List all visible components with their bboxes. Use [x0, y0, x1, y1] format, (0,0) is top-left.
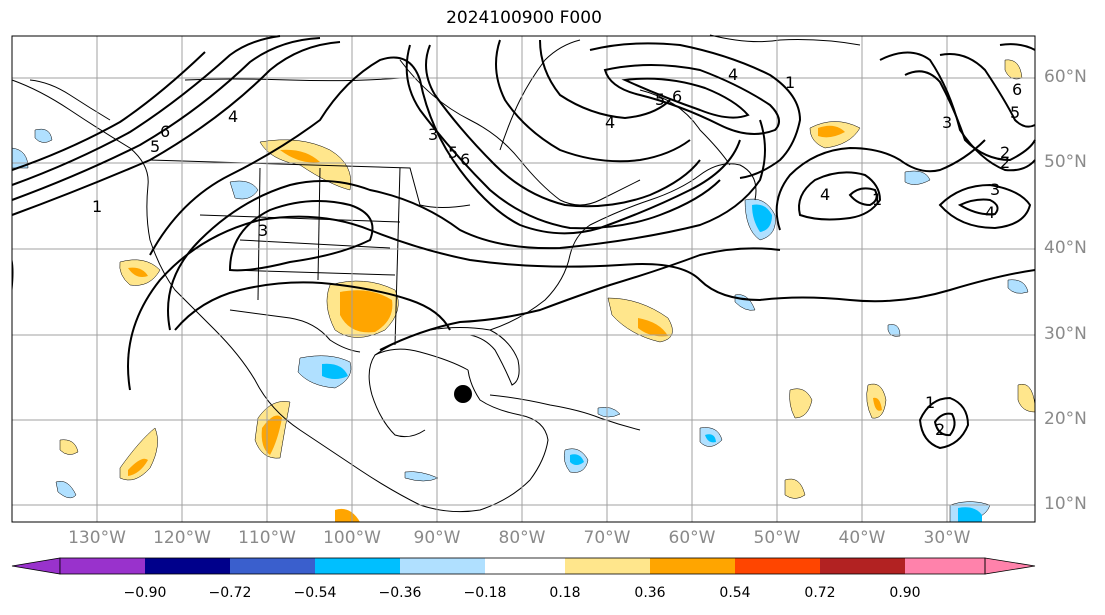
shade-negative-core: [958, 507, 982, 522]
lon-label: 80°W: [498, 528, 546, 548]
colorbar-tick: 0.72: [804, 585, 836, 601]
shade-negative-core: [705, 434, 716, 443]
shade-positive: [784, 478, 806, 499]
lat-label: 40°N: [1044, 238, 1087, 258]
shade-negative-core: [322, 363, 348, 379]
contour-label: 5: [655, 90, 665, 109]
lon-label: 50°W: [753, 528, 801, 548]
contour-label: 4: [605, 113, 615, 132]
shade-positive: [119, 427, 158, 481]
shade-positive-core: [340, 290, 393, 333]
colorbar-segment: [820, 558, 905, 574]
colorbar-segment: [650, 558, 735, 574]
lon-label: 60°W: [668, 528, 716, 548]
shade-positive: [789, 388, 813, 419]
colorbar-segment: [230, 558, 315, 574]
shade-negative: [404, 471, 439, 482]
shade-positive-core: [280, 149, 320, 163]
colorbar-segment: [400, 558, 485, 574]
shade-negative-core: [752, 204, 772, 232]
colorbar-segment: [145, 558, 230, 574]
contour-label: 6: [1012, 80, 1022, 99]
lat-label: 60°N: [1044, 67, 1087, 87]
lon-label: 110°W: [238, 528, 296, 548]
colorbar-extend-low: [11, 557, 61, 575]
contour-label: 3: [428, 125, 438, 144]
contour-label: 4: [728, 65, 738, 84]
shade-positive-core: [873, 397, 882, 411]
map-border: [11, 35, 1036, 523]
contour-label: 2: [935, 420, 945, 439]
contour-label: 2: [1000, 153, 1010, 172]
lon-label: 70°W: [583, 528, 631, 548]
shade-positive-core: [638, 318, 668, 337]
contour-label: 4: [228, 107, 238, 126]
contour-label: 6: [460, 150, 470, 169]
shade-positive-core: [128, 267, 148, 277]
storm-position-marker: [454, 385, 472, 403]
shade-positive: [59, 439, 79, 455]
colorbar-tick: −0.36: [378, 585, 422, 601]
shade-negative: [904, 170, 931, 185]
contour-label: 5: [150, 137, 160, 156]
contour-label: 1: [872, 190, 882, 209]
shade-negative: [229, 180, 259, 200]
shade-negative-core: [570, 454, 584, 465]
shade-negative: [55, 481, 77, 499]
contour-label: 5: [1010, 103, 1020, 122]
colorbar-segment: [60, 558, 145, 574]
lon-label: 100°W: [323, 528, 381, 548]
map-title: 2024100900 F000: [446, 8, 602, 28]
colorbar-tick: −0.72: [208, 585, 252, 601]
lon-label: 40°W: [838, 528, 886, 548]
contour-label: 2: [1000, 143, 1010, 162]
contour-label: 1: [925, 393, 935, 412]
colorbar: [11, 557, 1036, 575]
contour-label: 4: [985, 203, 995, 222]
shade-negative: [1007, 279, 1029, 294]
colorbar-tick: −0.90: [123, 585, 167, 601]
shade-negative: [34, 128, 53, 143]
colorbar-tick: 0.18: [549, 585, 581, 601]
colorbar-segment: [735, 558, 820, 574]
shade-negative: [887, 324, 901, 337]
contour-label: 3: [942, 113, 952, 132]
colorbar-tick: −0.54: [293, 585, 337, 601]
contour-label: 4: [820, 185, 830, 204]
shade-positive: [335, 508, 360, 522]
contour-labels: 1 5 6 4 3 3 5 6 4 1 5 6 1 4 3 2 2 4 3 4 …: [92, 65, 1022, 439]
lat-label: 30°N: [1044, 324, 1087, 344]
colorbar-tick: 0.54: [719, 585, 751, 601]
lat-label: 10°N: [1044, 494, 1087, 514]
graticule: [12, 36, 1035, 522]
shade-positive-core: [818, 125, 845, 138]
lon-label: 120°W: [153, 528, 211, 548]
contour-label: 1: [92, 197, 102, 216]
lon-label: 30°W: [923, 528, 971, 548]
contour-label: 3: [258, 221, 268, 240]
colorbar-tick: 0.90: [889, 585, 921, 601]
colorbar-tick: 0.36: [634, 585, 666, 601]
contour-lines: [11, 35, 1036, 450]
colorbar-segment: [315, 558, 400, 574]
shade-negative: [597, 407, 621, 418]
colorbar-segment: [485, 558, 565, 574]
contour-label: 3: [990, 180, 1000, 199]
contour-label: 6: [672, 87, 682, 106]
contour-label: 1: [785, 73, 795, 92]
lat-label: 50°N: [1044, 152, 1087, 172]
shade-positive-core: [128, 458, 148, 476]
lon-label: 130°W: [68, 528, 126, 548]
lon-label: 90°W: [413, 528, 461, 548]
lat-label: 20°N: [1044, 409, 1087, 429]
colorbar-segment: [905, 558, 985, 574]
contour-label: 5: [448, 143, 458, 162]
colorbar-tick: −0.18: [463, 585, 507, 601]
contour-label: 6: [160, 122, 170, 141]
colorbar-extend-high: [984, 557, 1036, 575]
colorbar-segment: [565, 558, 650, 574]
